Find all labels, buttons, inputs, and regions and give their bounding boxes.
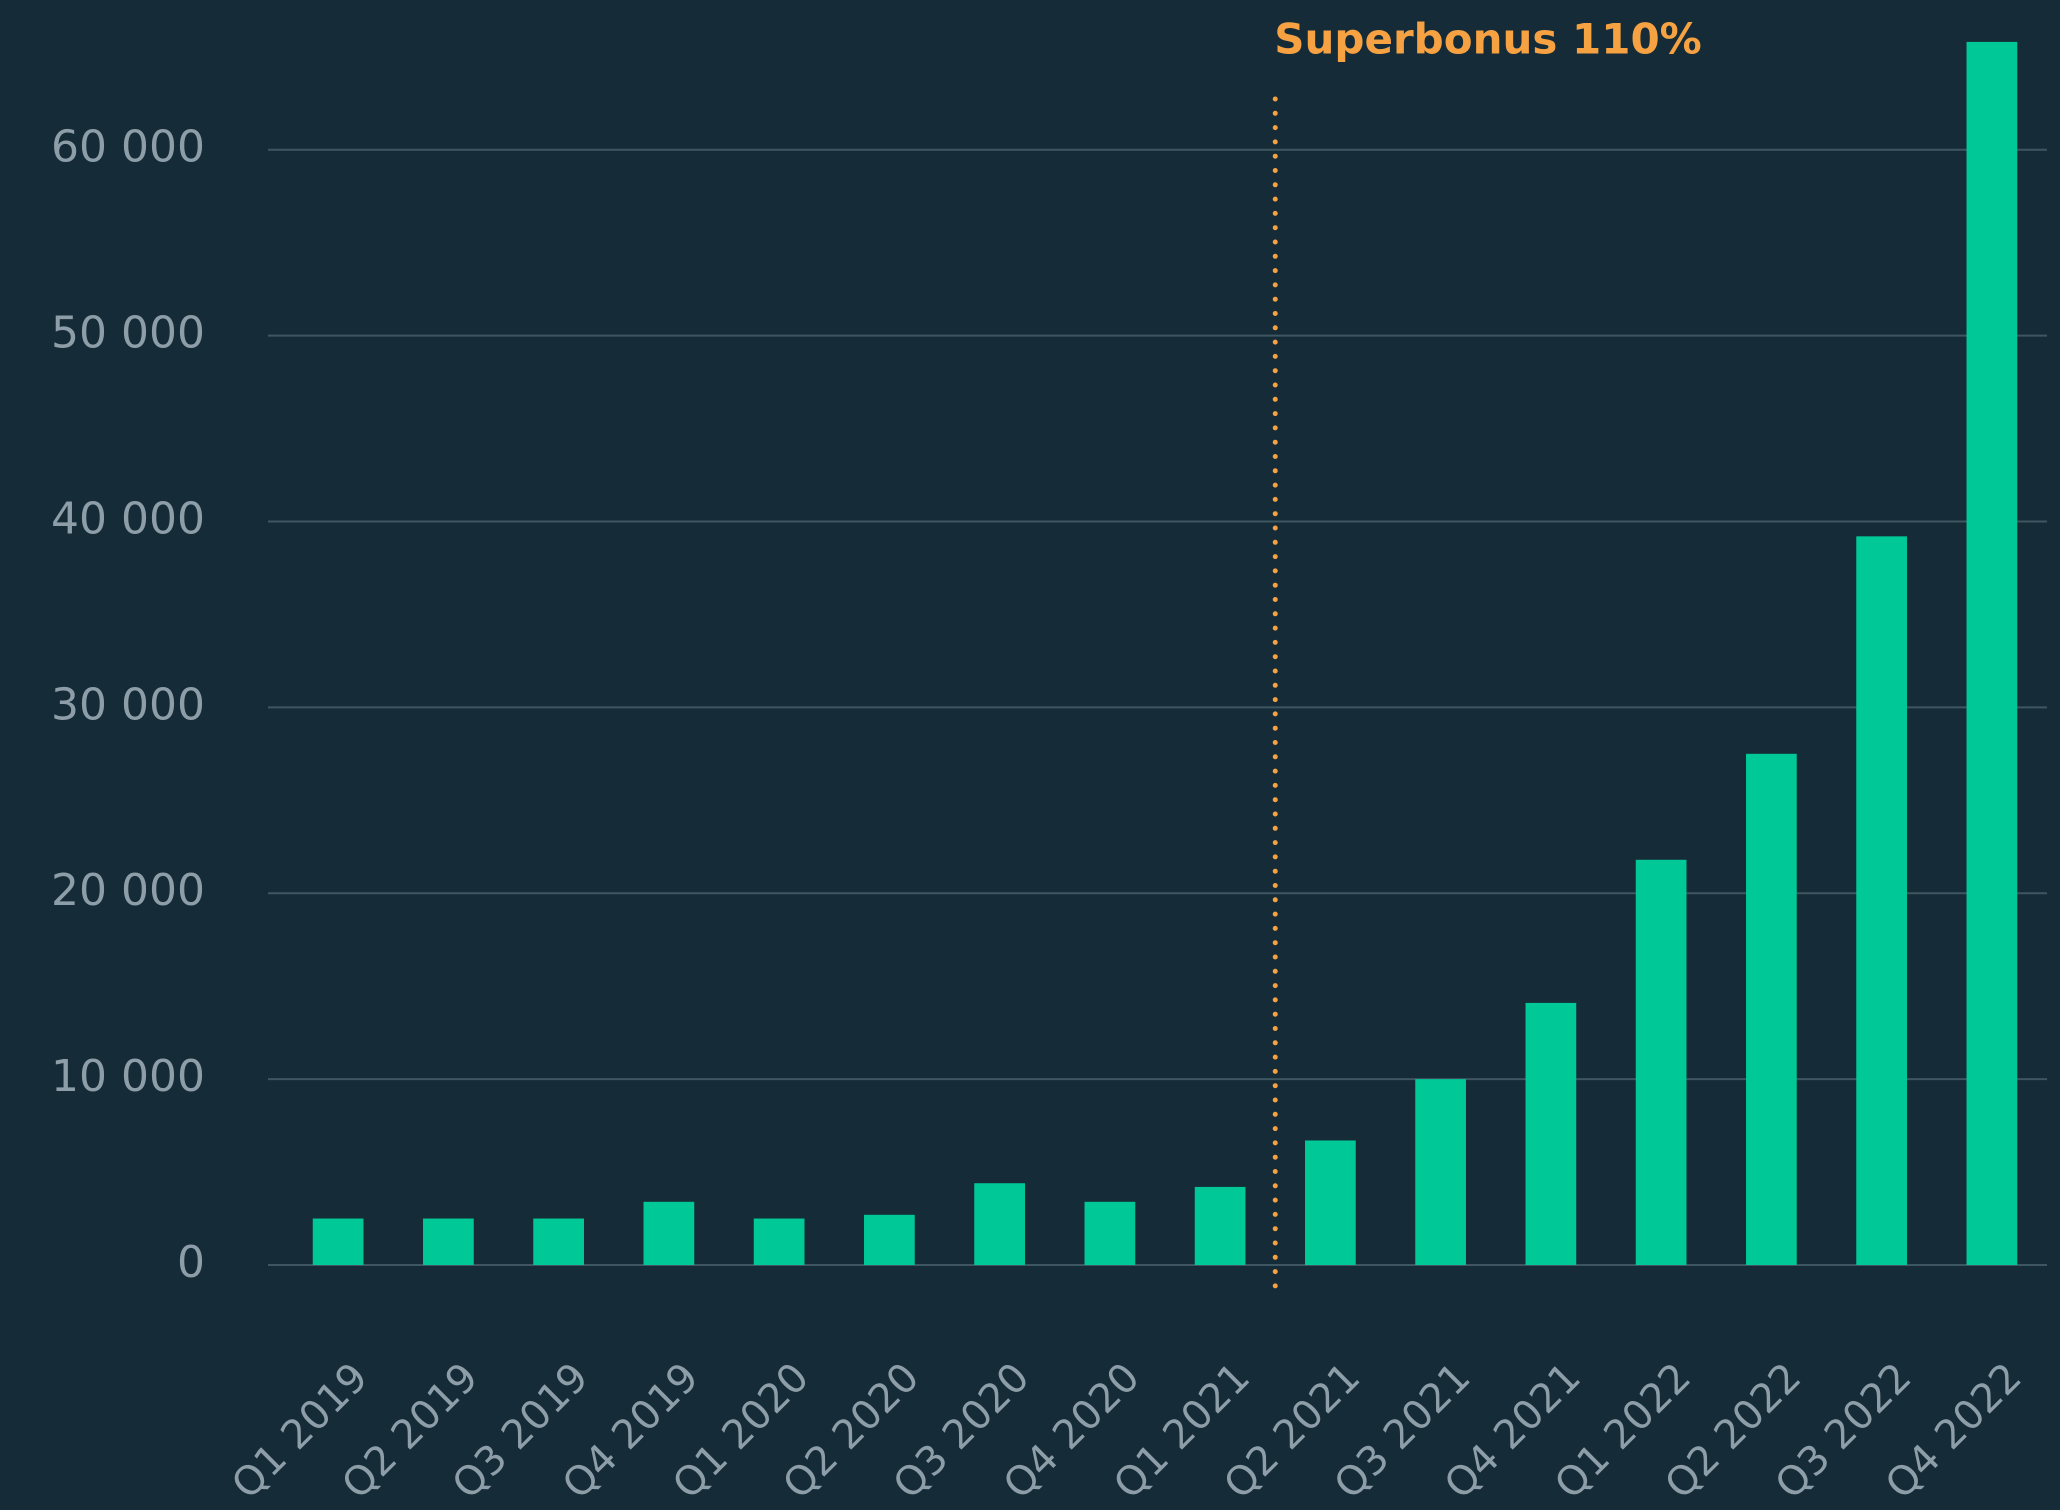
bar [1746,753,1797,1265]
y-tick-label: 20 000 [51,865,205,916]
bar [974,1183,1025,1265]
y-tick-label: 60 000 [51,122,205,173]
y-tick-label: 50 000 [51,308,205,359]
bar [1856,536,1907,1265]
y-tick-label: 40 000 [51,493,205,544]
bar [1194,1186,1246,1265]
bar [1966,41,2018,1265]
bar [533,1218,584,1265]
bar [1084,1201,1136,1265]
bar [753,1218,805,1265]
y-tick-label: 10 000 [51,1051,205,1102]
bar [1635,859,1687,1265]
bar [1415,1079,1466,1265]
annotation-text: Superbonus 110% [1274,15,1702,64]
bar [423,1218,474,1265]
bar [643,1201,695,1265]
bar [1305,1140,1356,1265]
y-tick-label: 30 000 [51,679,205,730]
bar [312,1218,364,1265]
bar [1525,1002,1577,1265]
y-tick-label: 0 [177,1237,205,1288]
bar [864,1214,915,1265]
